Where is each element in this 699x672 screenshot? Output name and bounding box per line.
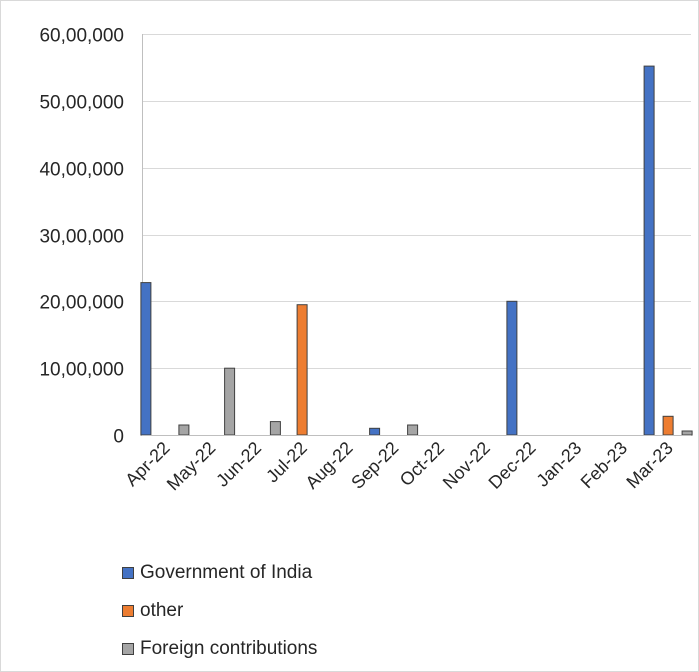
- bar-government-of-india-apr-22: [140, 282, 152, 436]
- y-tick-label: 40,00,000: [39, 160, 124, 181]
- bar-foreign-contributions-apr-22: [178, 424, 190, 436]
- x-tick-label: Mar-23: [622, 438, 676, 492]
- gridlines: [142, 34, 691, 369]
- y-tick-label: 0: [113, 427, 124, 448]
- y-tick-label: 30,00,000: [39, 227, 124, 248]
- x-tick-label: Oct-22: [396, 438, 448, 490]
- legend-label-government-of-india: Government of India: [140, 562, 313, 583]
- bars: [140, 65, 693, 436]
- legend-label-other: other: [140, 600, 184, 621]
- x-tick-label: Feb-23: [577, 438, 631, 492]
- bar-foreign-contributions-mar-23: [681, 430, 693, 436]
- bar-government-of-india-mar-23: [643, 65, 655, 436]
- bar-foreign-contributions-sep-22: [407, 424, 419, 436]
- bar-government-of-india-dec-22: [506, 300, 518, 436]
- legend-swatch-other: [122, 605, 134, 617]
- y-tick-label: 20,00,000: [39, 293, 124, 314]
- y-tick-label: 60,00,000: [39, 26, 124, 47]
- legend-swatch-foreign-contributions: [122, 643, 134, 655]
- x-tick-label: Aug-22: [302, 438, 357, 493]
- x-tick-label: Sep-22: [347, 438, 402, 493]
- x-axis-ticks: Apr-22May-22Jun-22Jul-22Aug-22Sep-22Oct-…: [121, 438, 677, 495]
- x-tick-label: Jan-23: [532, 438, 585, 491]
- y-tick-label: 50,00,000: [39, 93, 124, 114]
- legend-item-other: other: [122, 592, 317, 630]
- x-tick-label: May-22: [163, 438, 220, 495]
- legend-swatch-government-of-india: [122, 567, 134, 579]
- x-tick-label: Nov-22: [439, 438, 494, 493]
- legend-item-government-of-india: Government of India: [122, 554, 317, 592]
- legend-item-foreign-contributions: Foreign contributions: [122, 630, 317, 668]
- y-tick-label: 10,00,000: [39, 360, 124, 381]
- bar-other-mar-23: [662, 415, 674, 436]
- legend-label-foreign-contributions: Foreign contributions: [140, 638, 318, 659]
- bar-chart: 0 10,00,000 20,00,000 30,00,000 40,00,000 50,…: [39, 26, 693, 495]
- legend: Government of India other Foreign contri…: [122, 554, 317, 668]
- bar-foreign-contributions-may-22: [224, 367, 236, 436]
- bar-foreign-contributions-jun-22: [269, 421, 281, 436]
- y-axis-ticks: 0 10,00,000 20,00,000 30,00,000 40,00,000 50,…: [39, 26, 124, 448]
- x-tick-label: Dec-22: [485, 438, 540, 493]
- bar-other-jul-22: [296, 304, 308, 436]
- x-tick-label: Jun-22: [212, 438, 265, 491]
- bar-government-of-india-sep-22: [369, 427, 381, 436]
